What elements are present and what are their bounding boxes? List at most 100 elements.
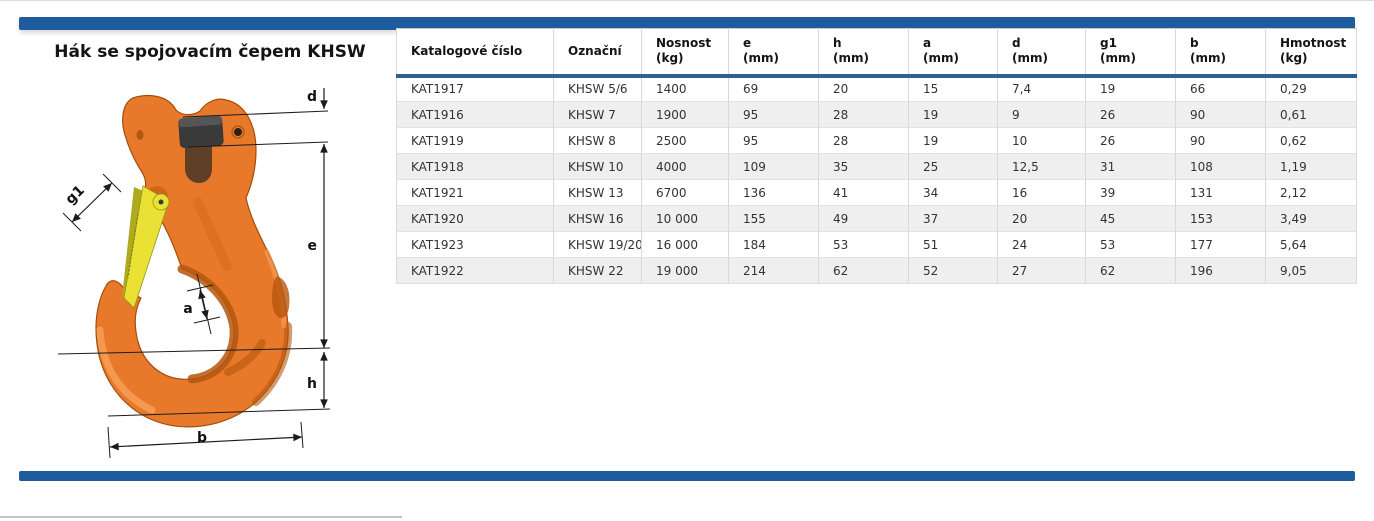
bowl-inner-shadow <box>177 264 239 384</box>
table-cell: KAT1921 <box>396 179 554 206</box>
column-label: g1 <box>1100 36 1117 51</box>
column-label: a <box>923 36 932 51</box>
clevis-pin <box>178 115 224 149</box>
dim-a-line <box>198 289 209 320</box>
table-cell: KHSW 19/20 <box>553 231 642 258</box>
hook-technical-drawing: d e h b g1 <box>30 80 380 470</box>
table-cell: 20 <box>997 205 1086 232</box>
column-label: Nosnost <box>656 36 712 51</box>
table-cell: 53 <box>818 231 909 258</box>
column-header: Nosnost (kg) <box>641 28 729 78</box>
table-cell: 95 <box>728 127 819 154</box>
hook-illustration <box>95 95 293 428</box>
table-row: KAT1923 KHSW 19/20 16 000 184 53 51 24 53 177 5,6… <box>396 231 1357 258</box>
bowl-highlight <box>96 326 156 414</box>
column-header: h (mm) <box>818 28 909 78</box>
leader-e-bottom <box>57 347 331 355</box>
table-cell: 90 <box>1175 101 1266 128</box>
table-cell: 136 <box>728 179 819 206</box>
table-cell: 1,19 <box>1265 153 1357 180</box>
column-header: e (mm) <box>728 28 819 78</box>
column-header: a (mm) <box>908 28 998 78</box>
table-cell: 109 <box>728 153 819 180</box>
leader-h-bottom <box>107 408 331 417</box>
column-unit: (mm) <box>1190 51 1226 66</box>
shank-shading <box>193 197 232 271</box>
pin-hole <box>234 128 242 136</box>
table-cell: KHSW 22 <box>553 257 642 284</box>
table-cell: KAT1918 <box>396 153 554 180</box>
dim-label-g1: g1 <box>63 183 88 208</box>
leader-d-top <box>182 110 329 118</box>
tick-a-lower <box>193 316 221 324</box>
table-cell: 9 <box>997 101 1086 128</box>
table-cell: 16 <box>997 179 1086 206</box>
dim-label-h: h <box>307 376 317 392</box>
table-cell: 184 <box>728 231 819 258</box>
table-cell: 12,5 <box>997 153 1086 180</box>
column-header: g1 (mm) <box>1085 28 1176 78</box>
column-label: d <box>1012 36 1021 51</box>
table-cell: 6700 <box>641 179 729 206</box>
table-cell: KAT1916 <box>396 101 554 128</box>
latch-marking <box>127 213 139 279</box>
table-cell: 20 <box>818 75 909 102</box>
table-cell: 155 <box>728 205 819 232</box>
table-cell: KHSW 5/6 <box>553 75 642 102</box>
column-unit: (mm) <box>1012 51 1048 66</box>
body-groove <box>272 276 290 318</box>
table-cell: 7,4 <box>997 75 1086 102</box>
table-cell: 28 <box>818 127 909 154</box>
product-title: Hák se spojovacím čepem KHSW <box>54 42 366 62</box>
table-cell: 51 <box>908 231 998 258</box>
table-cell: 3,49 <box>1265 205 1357 232</box>
table-cell: 41 <box>818 179 909 206</box>
table-cell: 90 <box>1175 127 1266 154</box>
column-label: h <box>833 36 842 51</box>
hook-body <box>95 95 289 428</box>
table-cell: KHSW 10 <box>553 153 642 180</box>
table-row: KAT1919 KHSW 8 2500 95 28 19 10 26 90 0,62 <box>396 127 1357 154</box>
table-cell: 52 <box>908 257 998 284</box>
latch-pivot-pin <box>158 199 164 205</box>
table-cell: 34 <box>908 179 998 206</box>
table-cell: 27 <box>997 257 1086 284</box>
table-cell: KAT1919 <box>396 127 554 154</box>
table-cell: KAT1917 <box>411 82 464 97</box>
table-row: KAT1918 KHSW 10 4000 109 35 25 12,5 31 108 1,19 <box>396 153 1357 180</box>
column-label: Označní <box>568 43 622 58</box>
table-cell: 66 <box>1175 75 1266 102</box>
table-cell: 9,05 <box>1265 257 1357 284</box>
dim-label-b: b <box>197 430 207 446</box>
tick-b-right <box>300 421 304 449</box>
column-label: Katalogové číslo <box>411 43 523 58</box>
column-label: b <box>1190 36 1199 51</box>
column-label: Hmotnost <box>1280 36 1347 51</box>
bottom-groove <box>224 339 266 376</box>
table-cell: KHSW 8 <box>553 127 642 154</box>
table-cell: 39 <box>1085 179 1176 206</box>
column-unit: (kg) <box>656 51 684 66</box>
dim-label-a: a <box>183 301 192 317</box>
dim-label-d: d <box>307 89 317 105</box>
table-cell: 108 <box>1175 153 1266 180</box>
table-cell: 4000 <box>641 153 729 180</box>
column-unit: (mm) <box>833 51 869 66</box>
column-header: Hmotnost (kg) <box>1265 28 1357 78</box>
bottom-accent-bar <box>19 471 1355 481</box>
table-cell: 19 <box>908 127 998 154</box>
column-header: d (mm) <box>997 28 1086 78</box>
table-cell: 26 <box>1085 101 1176 128</box>
table-cell: 62 <box>1085 257 1176 284</box>
column-header: Katalogové číslo <box>396 28 554 78</box>
table-cell: 19 000 <box>641 257 729 284</box>
top-accent-bar <box>19 17 1355 30</box>
table-cell: 19 <box>908 101 998 128</box>
table-cell: 153 <box>1175 205 1266 232</box>
dim-b-line <box>109 433 303 451</box>
table-cell: 62 <box>818 257 909 284</box>
leader-d-bottom <box>187 141 329 148</box>
table-header-row: Katalogové číslo Označní Nosnost (kg) e (mm) h… <box>396 28 1357 78</box>
column-unit: (kg) <box>1280 51 1308 66</box>
hook-drawing-svg: d e h b g1 <box>57 88 331 459</box>
